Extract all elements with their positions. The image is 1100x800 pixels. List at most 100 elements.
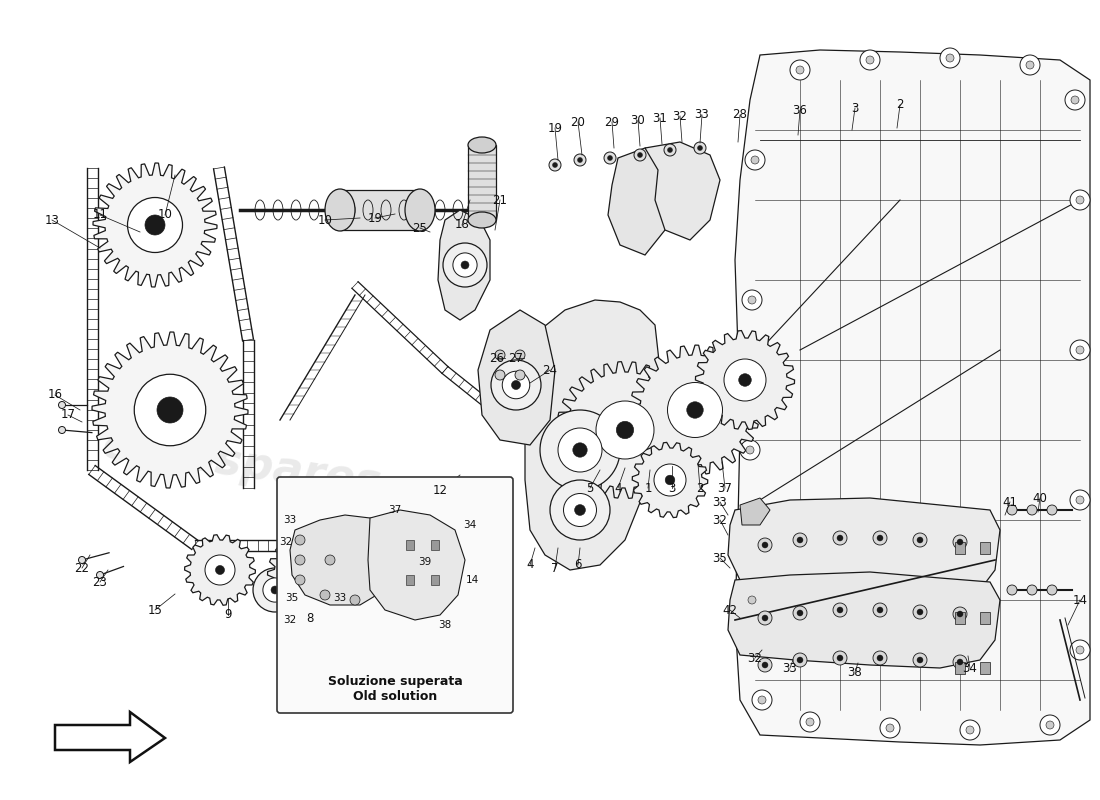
Circle shape [596,401,654,459]
Circle shape [295,575,305,585]
Circle shape [1065,90,1085,110]
Circle shape [461,261,469,269]
Circle shape [790,60,810,80]
Circle shape [798,657,803,663]
Circle shape [354,554,386,586]
Circle shape [1020,55,1040,75]
Text: 32: 32 [284,615,297,625]
Circle shape [957,659,962,665]
Circle shape [205,555,235,585]
Circle shape [953,607,967,621]
Circle shape [634,149,646,161]
Text: 19: 19 [367,211,383,225]
Circle shape [1076,346,1084,354]
Text: 38: 38 [439,620,452,630]
Text: 11: 11 [92,209,108,222]
Polygon shape [557,362,693,498]
Circle shape [686,402,703,418]
Circle shape [873,651,887,665]
Bar [955,542,965,554]
Circle shape [833,531,847,545]
Text: 33: 33 [782,662,797,674]
Text: 32: 32 [713,514,727,526]
Ellipse shape [324,189,355,231]
Text: 4: 4 [614,482,622,494]
Bar [955,662,965,674]
Circle shape [216,566,224,574]
Text: 4: 4 [526,558,534,571]
Circle shape [877,607,883,613]
Circle shape [58,426,66,434]
Circle shape [1070,490,1090,510]
Circle shape [917,609,923,615]
Circle shape [837,655,843,661]
Circle shape [145,215,165,235]
Bar [431,575,439,585]
Circle shape [550,480,610,540]
Text: 1: 1 [645,482,651,494]
Text: 28: 28 [733,109,747,122]
Circle shape [1046,721,1054,729]
Text: 40: 40 [1033,491,1047,505]
Text: 33: 33 [713,495,727,509]
Circle shape [758,696,766,704]
Circle shape [946,54,954,62]
Text: eurospares: eurospares [100,423,384,505]
Text: 31: 31 [652,111,668,125]
Circle shape [758,611,772,625]
Circle shape [1076,196,1084,204]
Circle shape [604,152,616,164]
Text: 23: 23 [92,575,108,589]
Circle shape [1070,190,1090,210]
Circle shape [886,724,894,732]
Circle shape [491,360,541,410]
Ellipse shape [468,137,496,153]
Circle shape [740,440,760,460]
Circle shape [877,535,883,541]
Circle shape [742,590,762,610]
Circle shape [953,655,967,669]
Circle shape [913,653,927,667]
Text: 21: 21 [493,194,507,206]
Circle shape [638,153,642,158]
Circle shape [917,657,923,663]
Text: 29: 29 [605,115,619,129]
Circle shape [748,296,756,304]
Bar [980,542,990,554]
Text: 37: 37 [388,505,401,515]
Bar [955,612,965,624]
Circle shape [837,535,843,541]
Circle shape [1047,585,1057,595]
Text: 36: 36 [793,103,807,117]
Text: eurospares: eurospares [518,375,802,457]
Polygon shape [645,142,720,240]
Circle shape [798,610,803,616]
Circle shape [558,428,602,472]
Circle shape [495,350,505,360]
Circle shape [295,555,305,565]
Ellipse shape [468,212,496,228]
Circle shape [350,595,360,605]
Circle shape [263,578,287,602]
Bar [406,540,414,550]
FancyBboxPatch shape [277,477,513,713]
Text: 27: 27 [508,351,524,365]
Circle shape [1026,61,1034,69]
Text: 37: 37 [717,482,733,494]
Polygon shape [695,330,794,430]
Circle shape [751,156,759,164]
Text: Old solution: Old solution [353,690,437,702]
Text: 32: 32 [279,537,293,547]
Circle shape [512,381,520,390]
Circle shape [157,397,183,423]
Circle shape [873,603,887,617]
Circle shape [616,422,634,438]
Circle shape [668,382,723,438]
Text: 33: 33 [694,109,710,122]
Circle shape [724,359,766,401]
Circle shape [953,535,967,549]
Circle shape [1071,96,1079,104]
Circle shape [1047,505,1057,515]
Bar [340,190,420,230]
Circle shape [1027,505,1037,515]
